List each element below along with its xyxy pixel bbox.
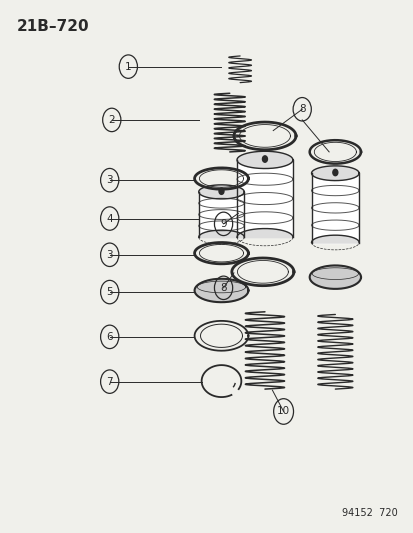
Circle shape [332,169,337,176]
Text: 94152  720: 94152 720 [341,508,396,518]
Polygon shape [194,279,248,302]
Text: 8: 8 [298,104,305,114]
Polygon shape [198,185,244,199]
Polygon shape [311,173,358,243]
Text: 3: 3 [106,175,113,185]
Circle shape [218,188,223,195]
Text: 5: 5 [106,287,113,297]
Text: 3: 3 [106,250,113,260]
Polygon shape [311,166,358,181]
Text: 9: 9 [220,219,226,229]
Polygon shape [236,160,292,237]
Text: 6: 6 [106,332,113,342]
Polygon shape [237,151,292,168]
Text: 10: 10 [276,407,290,416]
Polygon shape [309,265,360,289]
Circle shape [262,156,267,162]
Text: 1: 1 [125,62,131,71]
Polygon shape [198,192,244,237]
Text: 8: 8 [220,283,226,293]
Text: 7: 7 [106,377,113,386]
Text: 4: 4 [106,214,113,223]
Text: 21B–720: 21B–720 [17,19,89,34]
Text: 2: 2 [108,115,115,125]
